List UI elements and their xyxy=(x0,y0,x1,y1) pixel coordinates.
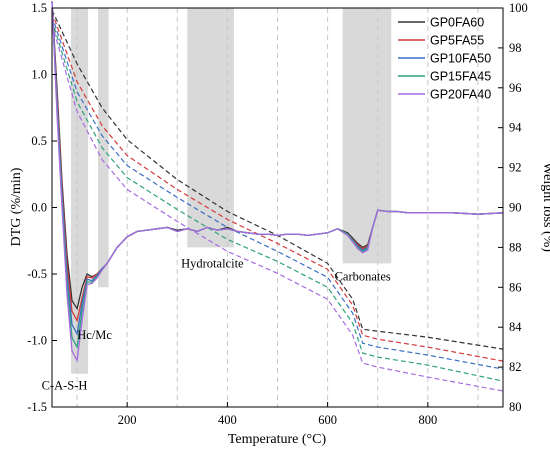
tick-label: 84 xyxy=(509,320,522,334)
tick-label: 94 xyxy=(509,121,522,135)
weight-loss-line xyxy=(51,19,504,382)
tick-label: 96 xyxy=(509,81,522,95)
tick-label: 200 xyxy=(118,413,137,427)
tick-label: 0.5 xyxy=(31,134,47,148)
region-label: C-A-S-H xyxy=(42,379,88,393)
weight-loss-line xyxy=(51,11,504,362)
tick-label: 100 xyxy=(509,1,528,15)
tick-label: 0.0 xyxy=(31,201,47,215)
tick-label: 600 xyxy=(318,413,337,427)
legend-label: GP0FA60 xyxy=(430,16,484,30)
tick-label: 1.0 xyxy=(31,68,47,82)
region-label: Hc/Mc xyxy=(77,328,112,342)
weight-loss-line xyxy=(51,15,504,370)
tick-label: 80 xyxy=(509,400,522,414)
region-labels: C-A-S-H Hc/Mc Hydrotalcite Carbonates xyxy=(42,256,391,392)
legend-label: GP5FA55 xyxy=(430,34,484,48)
right-axis-ticks: 80 82 84 86 88 90 92 94 96 98 100 xyxy=(498,1,528,414)
legend-label: GP20FA40 xyxy=(430,88,491,102)
left-axis-title: DTG (%/min) xyxy=(9,167,24,246)
shaded-regions xyxy=(71,8,392,374)
bottom-axis-ticks: 200 400 600 800 xyxy=(118,402,437,427)
tick-label: -1.0 xyxy=(27,334,47,348)
weight-loss-line xyxy=(51,23,504,392)
tick-label: 92 xyxy=(509,161,522,175)
tick-label: 800 xyxy=(418,413,437,427)
tick-label: 86 xyxy=(509,280,522,294)
legend-label: GP10FA50 xyxy=(430,52,491,66)
x-axis-title: Temperature (°C) xyxy=(228,432,327,447)
tick-label: -0.5 xyxy=(27,267,47,281)
tick-label: 90 xyxy=(509,201,522,215)
tick-label: 1.5 xyxy=(31,1,47,15)
vertical-dashed-grid xyxy=(76,8,479,407)
region-label: Carbonates xyxy=(335,270,391,284)
tick-label: -1.5 xyxy=(27,400,47,414)
dtg-series xyxy=(51,1,504,363)
tick-label: 98 xyxy=(509,41,522,55)
tick-label: 400 xyxy=(218,413,237,427)
region-label: Hydrotalcite xyxy=(181,256,244,270)
dtg-line xyxy=(51,1,504,363)
legend: GP0FA60 GP5FA55 GP10FA50 GP15FA45 GP20FA40 xyxy=(398,16,491,102)
right-axis-title: Weight loss (%) xyxy=(540,162,550,252)
tick-label: 82 xyxy=(509,360,522,374)
left-axis-ticks: -1.5 -1.0 -0.5 0.0 0.5 1.0 1.5 xyxy=(27,1,57,414)
shaded-region xyxy=(342,8,392,264)
shaded-region xyxy=(98,8,109,288)
tick-label: 88 xyxy=(509,240,522,254)
legend-label: GP15FA45 xyxy=(430,70,491,84)
